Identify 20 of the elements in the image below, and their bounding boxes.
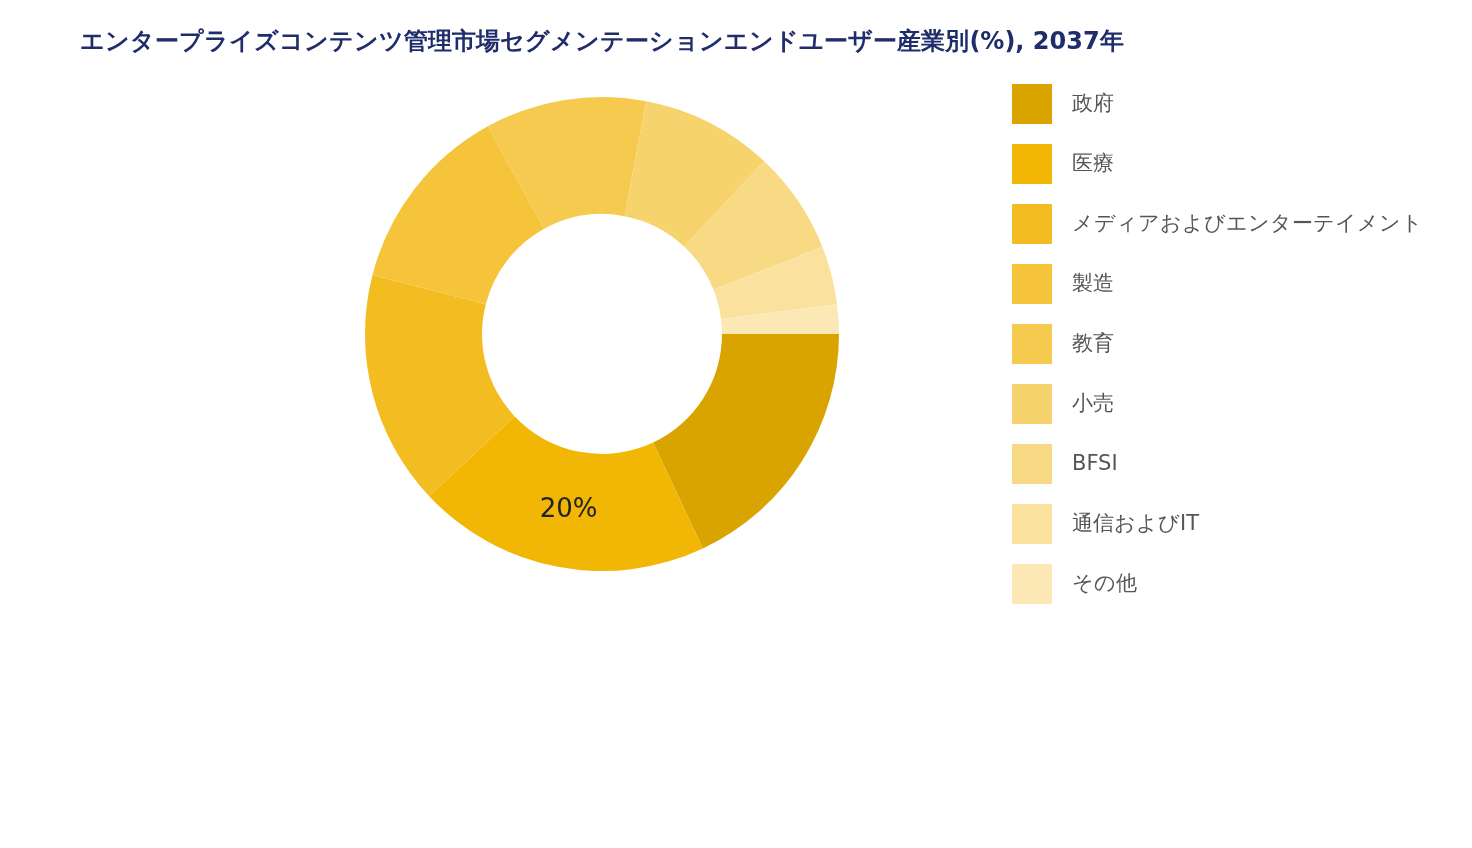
chart-title: エンタープライズコンテンツ管理市場セグメンテーションエンドユーザー産業別(%), 2037年 <box>80 27 1124 55</box>
legend-label: BFSI <box>1072 451 1118 475</box>
legend-label: 政府 <box>1072 91 1114 115</box>
donut-slice <box>372 126 545 305</box>
legend-label: 医療 <box>1072 151 1114 175</box>
donut-slice <box>429 416 703 571</box>
legend-label: その他 <box>1072 571 1137 595</box>
legend-label: 製造 <box>1072 271 1114 295</box>
donut-slice <box>624 101 765 247</box>
legend-label: 教育 <box>1072 331 1114 355</box>
donut-slice <box>653 334 839 549</box>
data-label: 20% <box>539 493 598 524</box>
donut-slice <box>713 246 838 319</box>
donut-slice <box>721 304 839 334</box>
donut-slice <box>487 97 647 229</box>
legend-label: メディアおよびエンターテイメント <box>1072 211 1423 235</box>
donut-slice <box>684 161 823 290</box>
legend-label: 小売 <box>1072 391 1114 415</box>
legend-label: 通信およびIT <box>1072 511 1200 535</box>
donut-slice <box>365 275 515 497</box>
